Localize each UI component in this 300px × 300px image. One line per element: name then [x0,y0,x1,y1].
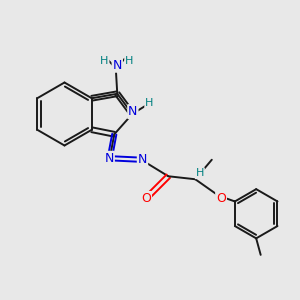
Text: O: O [141,192,151,205]
Text: H: H [145,98,154,108]
Text: N: N [112,59,122,72]
Text: N: N [104,152,114,165]
Text: H: H [196,168,204,178]
Text: H: H [125,56,134,66]
Text: H: H [100,56,109,66]
Text: O: O [216,192,226,205]
Text: N: N [138,153,147,166]
Text: N: N [128,105,138,118]
